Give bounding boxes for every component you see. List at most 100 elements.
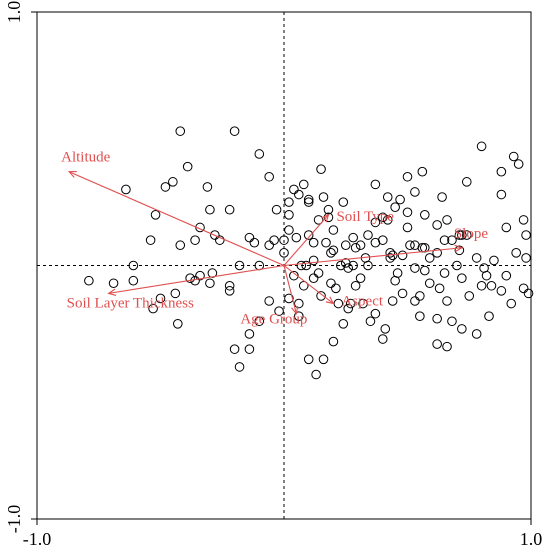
sample-point bbox=[370, 237, 381, 248]
sample-point bbox=[454, 230, 465, 240]
sample-point bbox=[279, 235, 289, 245]
sample-point bbox=[506, 298, 517, 309]
sample-point bbox=[387, 296, 398, 306]
sample-point bbox=[172, 319, 183, 329]
sample-point bbox=[508, 151, 519, 162]
sample-point bbox=[190, 235, 200, 245]
sample-point bbox=[128, 260, 139, 271]
sample-point bbox=[447, 235, 457, 245]
sample-point bbox=[328, 225, 339, 235]
sample-point bbox=[385, 248, 396, 258]
sample-point bbox=[303, 230, 314, 240]
sample-point bbox=[370, 217, 381, 228]
sample-point bbox=[432, 248, 442, 258]
sample-point bbox=[224, 204, 235, 215]
sample-point bbox=[323, 212, 334, 223]
sample-point bbox=[518, 215, 529, 225]
sample-point bbox=[476, 141, 487, 152]
sample-point bbox=[195, 270, 205, 281]
sample-point bbox=[461, 230, 472, 240]
sample-point bbox=[313, 268, 324, 278]
sample-point bbox=[254, 149, 265, 159]
sample-point bbox=[402, 207, 413, 218]
sample-point bbox=[395, 194, 405, 205]
sample-point bbox=[518, 283, 529, 294]
sample-point bbox=[160, 182, 171, 192]
sample-point bbox=[279, 248, 289, 258]
sample-point bbox=[224, 286, 235, 296]
sample-point bbox=[410, 240, 420, 251]
sample-point bbox=[234, 260, 245, 271]
sample-point bbox=[269, 235, 279, 245]
sample-point bbox=[284, 225, 294, 235]
sample-point bbox=[486, 280, 497, 291]
sample-point bbox=[155, 293, 166, 304]
sample-point bbox=[244, 232, 255, 243]
vector-arrowhead bbox=[67, 171, 77, 178]
sample-point bbox=[318, 354, 329, 365]
sample-point bbox=[190, 275, 200, 286]
sample-point bbox=[323, 204, 334, 215]
sample-point bbox=[358, 298, 368, 309]
sample-point bbox=[513, 159, 524, 169]
sample-point bbox=[296, 260, 307, 271]
sample-point bbox=[452, 260, 462, 271]
sample-point bbox=[442, 341, 452, 352]
sample-point bbox=[338, 197, 349, 207]
sample-point bbox=[442, 215, 452, 225]
sample-point bbox=[424, 278, 435, 289]
sample-point bbox=[471, 253, 482, 263]
sample-point bbox=[175, 126, 186, 136]
x-tick-label: -1.0 bbox=[23, 529, 52, 549]
sample-point bbox=[205, 278, 215, 289]
sample-point bbox=[274, 306, 284, 316]
vector-line bbox=[68, 171, 285, 267]
sample-point bbox=[264, 296, 274, 306]
sample-point bbox=[410, 263, 420, 273]
sample-point bbox=[303, 194, 314, 205]
sample-point bbox=[461, 177, 472, 187]
sample-point bbox=[521, 253, 531, 263]
sample-point bbox=[244, 329, 255, 339]
sample-point bbox=[370, 308, 381, 319]
sample-point bbox=[378, 212, 388, 223]
sample-point bbox=[303, 354, 314, 365]
sample-point bbox=[380, 324, 391, 334]
sample-point bbox=[454, 245, 465, 256]
sample-point bbox=[284, 197, 294, 207]
sample-point bbox=[476, 280, 487, 291]
vector-line bbox=[283, 247, 462, 267]
sample-point bbox=[419, 265, 430, 276]
sample-point bbox=[175, 240, 186, 251]
sample-point bbox=[316, 164, 326, 174]
sample-point bbox=[410, 187, 420, 197]
sample-point bbox=[355, 273, 366, 283]
sample-point bbox=[432, 339, 442, 349]
sample-point bbox=[434, 283, 445, 294]
sample-point bbox=[229, 344, 240, 354]
sample-point bbox=[390, 275, 400, 286]
sample-point bbox=[121, 184, 131, 195]
sample-point bbox=[419, 242, 430, 253]
sample-point bbox=[432, 220, 442, 230]
sample-point bbox=[331, 283, 341, 294]
vector-label: Soil Layer Thickness bbox=[67, 295, 194, 311]
sample-point bbox=[397, 250, 408, 261]
sample-point bbox=[308, 237, 319, 248]
sample-point bbox=[481, 270, 492, 281]
sample-point bbox=[501, 270, 512, 281]
sample-point bbox=[439, 268, 450, 278]
sample-point bbox=[484, 311, 494, 322]
sample-point bbox=[291, 232, 302, 243]
sample-point bbox=[439, 235, 450, 245]
vector-arrowhead bbox=[454, 244, 464, 253]
tick-labels: -1.0 1.0 -1.0 1.0 bbox=[4, 1, 542, 549]
sample-point bbox=[390, 202, 400, 212]
x-tick-label: 1.0 bbox=[520, 529, 543, 549]
sample-point bbox=[437, 192, 447, 202]
sample-point bbox=[308, 273, 319, 283]
sample-point bbox=[348, 260, 358, 271]
sample-point bbox=[150, 210, 161, 220]
sample-point bbox=[336, 260, 346, 271]
sample-point bbox=[417, 166, 428, 177]
